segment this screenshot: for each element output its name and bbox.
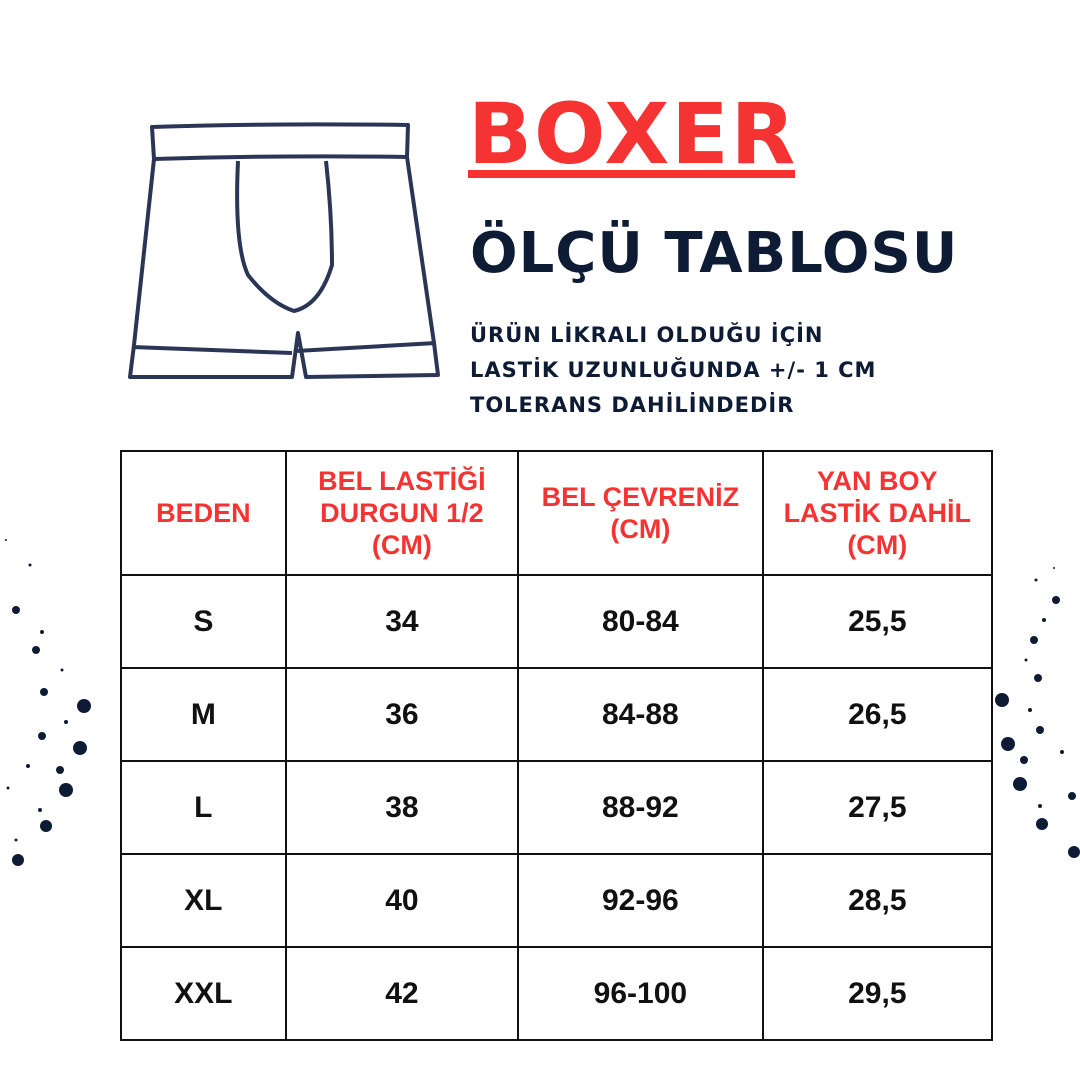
table-cell: 28,5 [761,853,994,948]
column-header-line: BEL LASTİĞİ [318,466,486,496]
decorative-dots-left [5,539,91,866]
boxer-brief-outline-icon [128,122,440,379]
table-cell: 88-92 [517,760,764,855]
table-cell: 80-84 [517,574,764,669]
table-cell: 92-96 [517,853,764,948]
table-cell: 42 [284,946,520,1041]
decorative-dot [40,688,48,696]
decorative-dot [1034,674,1042,682]
column-header: BEL ÇEVRENİZ (CM) [517,450,764,576]
decorative-dot [38,732,46,740]
decorative-dot [38,808,42,812]
table-cell: 27,5 [761,760,994,855]
column-header-line: YAN BOY [817,466,938,496]
decorative-dot [1036,818,1048,830]
note-line: LASTİK UZUNLUĞUNDA +/- 1 CM [470,358,877,382]
column-header: BEL LASTİĞİ DURGUN 1/2 (CM) [284,450,520,576]
decorative-dot [12,606,20,614]
decorative-dot [1030,636,1038,644]
decorative-dot [56,766,64,774]
table-cell: 25,5 [761,574,994,669]
table-cell: 36 [284,667,520,762]
decorative-dot [32,646,40,654]
column-header: YAN BOY LASTİK DAHİL (CM) [761,450,994,576]
decorative-dot [59,783,73,797]
decorative-dot [40,630,44,634]
decorative-dots-right [995,567,1080,858]
table-row: L 38 88-92 27,5 [120,760,994,855]
column-header-line: BEDEN [156,498,251,528]
column-header-line: LASTİK DAHİL [783,498,972,528]
decorative-dot [64,720,68,724]
decorative-dot [1036,726,1044,734]
decorative-dot [1052,596,1060,604]
subtitle: ÖLÇÜ TABLOSU [470,221,959,286]
column-header-line: (CM) [371,530,432,560]
decorative-dot [1028,708,1032,712]
table-cell: L [120,760,287,855]
size-table: BEDEN BEL LASTİĞİ DURGUN 1/2 (CM) BEL ÇEVREN… [120,450,994,1041]
table-row: S 34 80-84 25,5 [120,574,994,669]
decorative-dot [1020,756,1028,764]
decorative-dot [1053,567,1055,569]
table-row: M 36 84-88 26,5 [120,667,994,762]
decorative-dot [1060,750,1064,754]
table-cell: 84-88 [517,667,764,762]
column-header: BEDEN [120,450,287,576]
decorative-dot [5,539,7,541]
table-cell: 26,5 [761,667,994,762]
table-header-row: BEDEN BEL LASTİĞİ DURGUN 1/2 (CM) BEL ÇEVREN… [120,450,994,576]
decorative-dot [1034,578,1038,582]
decorative-dot [12,854,24,866]
note-line: ÜRÜN LİKRALI OLDUĞU İÇİN [470,323,824,347]
decorative-dot [6,786,10,790]
tolerance-note: ÜRÜN LİKRALI OLDUĞU İÇİN LASTİK UZUNLUĞU… [470,318,876,423]
table-row: XXL 42 96-100 29,5 [120,946,994,1041]
table-cell: 38 [284,760,520,855]
table-cell: 29,5 [761,946,994,1041]
column-header-line: (CM) [847,530,908,560]
title: BOXER [468,85,798,183]
decorative-dot [1001,737,1015,751]
decorative-dot [1024,658,1028,662]
decorative-dot [14,838,18,842]
table-cell: S [120,574,287,669]
decorative-dot [40,820,52,832]
column-header-line: BEL ÇEVRENİZ [541,482,740,512]
decorative-dot [1038,804,1042,808]
table-cell: 40 [284,853,520,948]
decorative-dot [1042,618,1046,622]
decorative-dot [60,668,64,672]
decorative-dot [77,699,91,713]
title-underline [468,170,795,178]
decorative-dot [26,764,30,768]
table-cell: M [120,667,287,762]
column-header-line: (CM) [610,514,671,544]
table-cell: XXL [120,946,287,1041]
note-line: TOLERANS DAHİLİNDEDİR [470,393,795,417]
decorative-dot [1068,846,1080,858]
decorative-dot [995,693,1009,707]
decorative-dot [73,741,87,755]
decorative-dot [28,563,32,567]
decorative-dot [1068,792,1076,800]
table-cell: 96-100 [517,946,764,1041]
column-header-line: DURGUN 1/2 [320,498,484,528]
decorative-dot [1013,777,1027,791]
table-cell: 34 [284,574,520,669]
table-cell: XL [120,853,287,948]
table-row: XL 40 92-96 28,5 [120,853,994,948]
